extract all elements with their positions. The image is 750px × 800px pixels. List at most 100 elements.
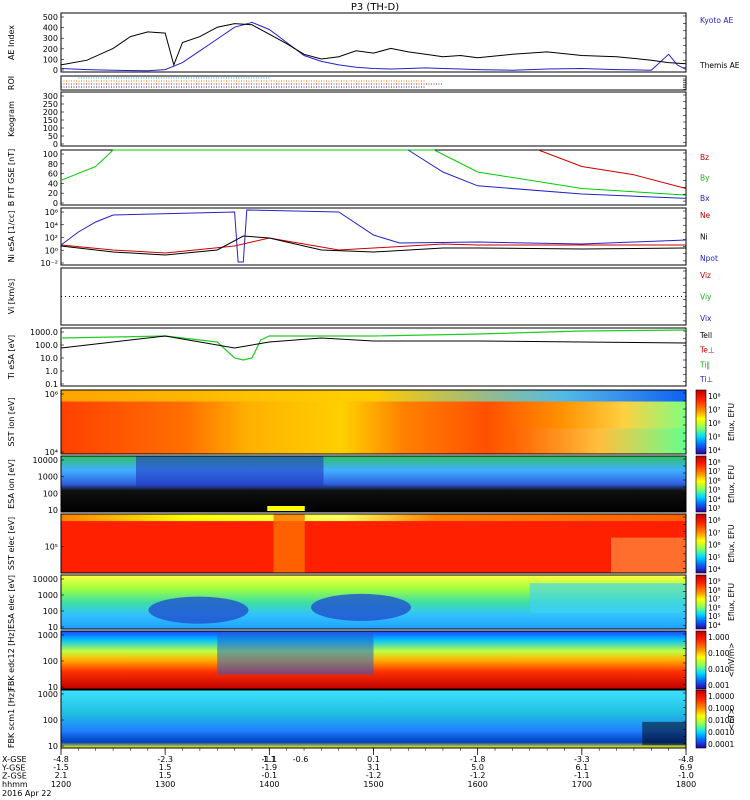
xtick-x-3: 0.1 <box>367 755 380 764</box>
ytick-2-0: 300 <box>43 92 58 101</box>
colorbar-tick-12-4: 0.0001 <box>708 740 734 749</box>
colorbar-tick-12-0: 1.0000 <box>708 692 734 701</box>
ytick-8-1: 1000 <box>38 473 58 482</box>
ytick-8-2: 100 <box>43 489 58 498</box>
ytick-0-4: 100 <box>43 55 58 64</box>
legend-6-1: Te⊥ <box>699 346 714 355</box>
ytick-3-0: 100 <box>43 150 58 159</box>
xtick-x-5: -3.3 <box>574 755 590 764</box>
ytick-10-1: 1000 <box>38 591 58 600</box>
ylabel-4: Ni eSA [1/cc] <box>7 211 16 263</box>
colorbar-tick-8-3: 10⁵ <box>708 486 721 495</box>
ylabel-3: B FIT GSE [nT] <box>7 149 16 207</box>
legend-4-1: Ni <box>700 233 708 242</box>
sst-ion-heatmap-patch <box>511 428 686 454</box>
xtick-t-0: 1200 <box>51 780 71 789</box>
plot-title: P3 (TH-D) <box>351 2 399 13</box>
xtick-minor-0: 1.1 <box>263 755 276 764</box>
ytick-6-1: 100.0 <box>35 341 58 350</box>
legend-3-2: Bx <box>700 194 710 203</box>
legend-3-1: By <box>700 174 710 183</box>
xtick-t-5: 1700 <box>572 780 592 789</box>
xtick-z-5: -1.1 <box>574 771 590 780</box>
colorbar-tick-8-2: 10⁶ <box>708 476 721 485</box>
ylabel-9: SST elec [eV] <box>7 517 16 570</box>
ytick-9-0: 10⁵ <box>45 543 58 552</box>
xtick-z-0: 2.1 <box>55 771 68 780</box>
xtick-y-5: 6.1 <box>575 763 588 772</box>
colorbar-tick-11-3: 0.001 <box>708 681 730 690</box>
ytick-8-0: 10000 <box>33 456 58 465</box>
ytick-0-5: 0 <box>53 66 58 75</box>
xtick-z-2: -0.1 <box>262 771 278 780</box>
ylabel-7: SST ion [eV] <box>7 398 16 447</box>
xaxis-row-label-3: hhmm <box>2 780 28 789</box>
legend-5-1: Viy <box>700 293 712 302</box>
ytick-4-2: 10² <box>45 234 58 243</box>
ytick-10-3: 10 <box>48 623 58 632</box>
series-3-2 <box>407 149 687 199</box>
xtick-y-0: -1.5 <box>53 763 69 772</box>
colorbar-tick-7-4: 10⁴ <box>708 446 721 455</box>
colorbar-10 <box>695 574 707 630</box>
ylabel-11: FBK edc12 [Hz] <box>7 629 16 690</box>
ytick-4-1: 10⁴ <box>45 221 58 230</box>
ylabel-5: Vi [km/s] <box>7 279 16 315</box>
panel-frame-8 <box>60 455 687 513</box>
legend-6-3: Ti⊥ <box>699 375 713 384</box>
ytick-7-0: 10⁶ <box>45 390 58 399</box>
legend-5-2: Vix <box>700 314 712 323</box>
xtick-y-3: 3.1 <box>367 763 380 772</box>
legend-0-0: Kyoto AE <box>700 16 733 25</box>
panel-frame-1 <box>60 75 687 91</box>
xtick-x-0: -4.8 <box>53 755 69 764</box>
ytick-0-2: 300 <box>43 34 58 43</box>
ytick-6-0: 1000.0 <box>30 328 58 337</box>
ytick-10-0: 10000 <box>33 575 58 584</box>
colorbar-tick-7-2: 10⁶ <box>708 419 721 428</box>
ytick-11-0: 1000 <box>38 631 58 640</box>
ylabel-12: FBK scm1 [Hz] <box>7 690 16 748</box>
colorbar-tick-9-0: 10⁸ <box>708 516 721 525</box>
ytick-3-5: 0 <box>53 199 58 208</box>
ytick-3-3: 40 <box>48 179 58 188</box>
ylabel-1: ROI <box>7 76 16 90</box>
colorbar-tick-11-0: 1.000 <box>708 633 730 642</box>
ytick-12-1: 100 <box>43 716 58 725</box>
ytick-2-5: 50 <box>48 132 58 141</box>
ylabel-2: Keogram <box>7 101 16 137</box>
colorbar-9 <box>695 513 707 574</box>
colorbar-tick-11-1: 0.100 <box>708 649 730 658</box>
panel-frame-6 <box>60 327 687 387</box>
colorbar-tick-11-2: 0.010 <box>708 665 730 674</box>
xtick-z-4: -1.2 <box>470 771 486 780</box>
xtick-y-1: 1.5 <box>159 763 172 772</box>
ytick-3-2: 60 <box>48 170 58 179</box>
colorbar-7 <box>695 389 707 455</box>
series-3-1 <box>60 149 687 196</box>
ytick-2-1: 250 <box>43 100 58 109</box>
series-0-1 <box>60 23 687 67</box>
panel-frame-4 <box>60 207 687 266</box>
colorbar-tick-10-2: 10⁷ <box>708 595 721 604</box>
ytick-4-3: 10⁰ <box>45 246 58 255</box>
ytick-2-3: 150 <box>43 116 58 125</box>
xtick-z-6: -1.0 <box>678 771 694 780</box>
colorbar-tick-12-3: 0.0010 <box>708 728 734 737</box>
ytick-8-3: 10 <box>48 506 58 515</box>
sst-ion-heatmap-top <box>61 390 686 402</box>
legend-4-2: Npot <box>700 254 718 263</box>
colorbar-label-12: <nT> <box>727 708 736 730</box>
ni-series-red <box>60 237 686 254</box>
xaxis-row-label-2: Z-GSE <box>2 772 27 781</box>
ni-series-black <box>60 235 687 256</box>
legend-6-2: Ti‖ <box>699 360 710 369</box>
colorbar-tick-12-1: 0.1000 <box>708 704 734 713</box>
ytick-12-2: 10 <box>48 742 58 751</box>
fbk-edc-heatmap-blue <box>217 631 374 675</box>
colorbar-tick-9-2: 10⁶ <box>708 541 721 550</box>
colorbar-11 <box>695 630 707 690</box>
colorbar-8 <box>695 455 707 513</box>
legend-5-0: Viz <box>700 271 711 280</box>
ylabel-8: ESA ion [eV] <box>7 459 16 509</box>
